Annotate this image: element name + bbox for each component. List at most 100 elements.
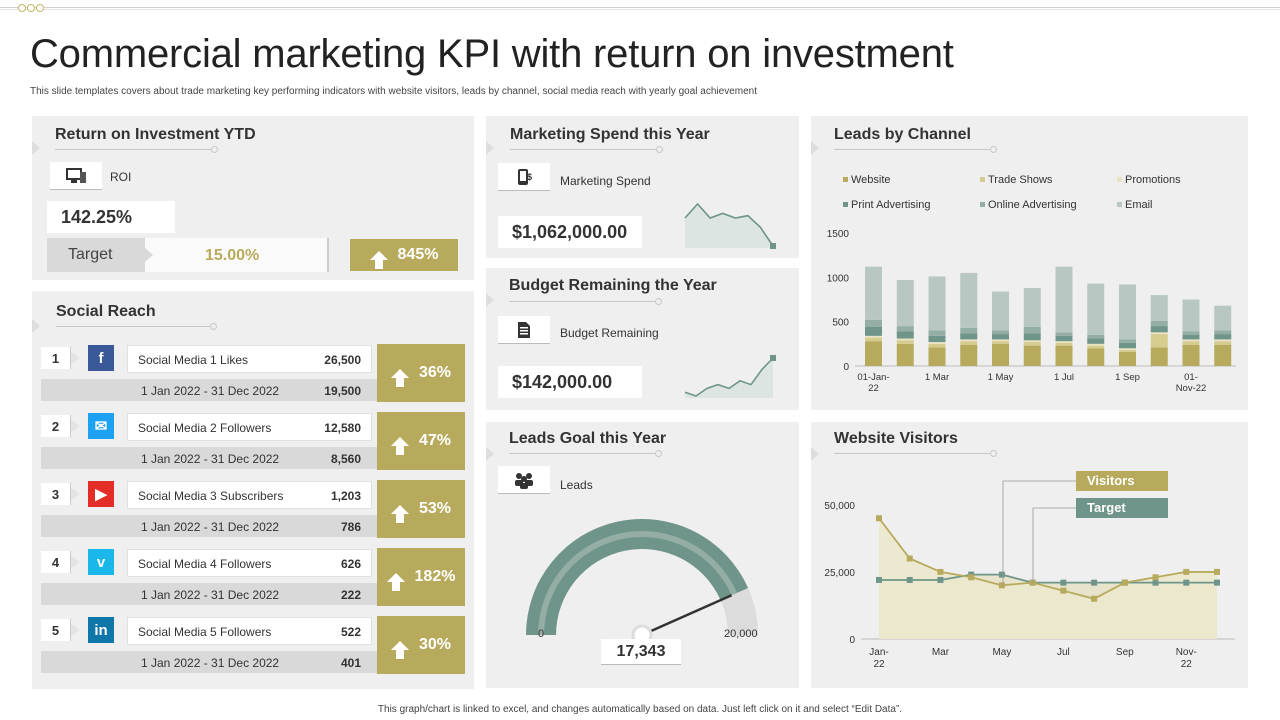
- leads-label: Leads: [560, 478, 593, 492]
- legend-box: [1076, 498, 1168, 518]
- bar-segment: [960, 272, 978, 328]
- x-tick-label: 22: [868, 383, 879, 394]
- bar-segment: [1182, 331, 1200, 335]
- legend-label: Target: [1087, 500, 1126, 515]
- page-subtitle: This slide templates covers about trade …: [30, 86, 758, 97]
- arrow-up-icon: [390, 436, 409, 455]
- bar-segment: [1182, 299, 1200, 332]
- twitter-icon[interactable]: ✉: [88, 413, 114, 439]
- legend-box: [1076, 471, 1168, 491]
- spend-sparkline: [684, 202, 776, 249]
- social-period-row: 1 Jan 2022 - 31 Dec 2022 222: [41, 583, 377, 605]
- x-tick-label: Jan-: [869, 647, 888, 658]
- spend-value: $1,062,000.00: [498, 216, 642, 248]
- bar-segment: [896, 340, 914, 344]
- bar-segment: [1023, 342, 1041, 346]
- bar-segment: [1087, 345, 1105, 349]
- y-tick-label: 0: [849, 635, 855, 646]
- data-point: [998, 571, 1005, 578]
- social-growth-value: 182%: [414, 568, 456, 585]
- legend-label: Email: [1125, 199, 1153, 211]
- data-point: [1214, 579, 1220, 586]
- social-metric-row: Social Media 4 Followers 626: [127, 549, 372, 577]
- footnote: This graph/chart is linked to excel, and…: [377, 704, 903, 715]
- vimeo-icon[interactable]: v: [88, 549, 114, 575]
- bar-segment: [992, 339, 1009, 342]
- panel-marker: [811, 141, 819, 155]
- data-point: [1152, 579, 1159, 586]
- bar-segment: [865, 326, 882, 336]
- bar-segment: [960, 341, 978, 345]
- bar-segment: [1119, 342, 1136, 349]
- social-period-date: 1 Jan 2022 - 31 Dec 2022: [141, 520, 280, 534]
- youtube-icon[interactable]: ▶: [88, 481, 114, 507]
- legend-swatch: [843, 202, 848, 207]
- sparkline-area: [685, 358, 773, 398]
- social-metric-name: Social Media 4 Followers: [138, 557, 272, 571]
- y-tick-label: 50,000: [824, 501, 855, 512]
- linkedin-icon[interactable]: in: [88, 617, 114, 643]
- target-label: Target: [47, 238, 145, 272]
- y-tick-label: 0: [843, 362, 849, 373]
- bar-segment: [1214, 334, 1232, 340]
- bar-segment: [1182, 334, 1200, 340]
- legend-label: Trade Shows: [988, 174, 1053, 186]
- series-line: [879, 573, 1217, 584]
- social-growth-value: 47%: [418, 432, 452, 449]
- bar-segment: [928, 330, 946, 336]
- panel-marker: [486, 447, 494, 461]
- legend-swatch: [1117, 177, 1122, 182]
- data-point: [876, 515, 882, 522]
- legend-swatch: [980, 177, 985, 182]
- spend-title: Marketing Spend this Year: [510, 126, 710, 143]
- data-point: [906, 555, 913, 562]
- row-number: 5: [41, 619, 79, 641]
- data-point: [937, 568, 944, 575]
- social-growth-badge: 53%: [377, 480, 465, 538]
- legend-label: Online Advertising: [988, 199, 1077, 211]
- legend-label: Visitors: [1087, 473, 1134, 488]
- data-point: [998, 582, 1005, 589]
- bar-segment: [992, 341, 1009, 344]
- sparkline-end-point: [770, 243, 776, 249]
- y-tick-label: 1000: [827, 273, 850, 284]
- legend-swatch: [843, 177, 848, 182]
- social-period-value: 19,500: [324, 384, 361, 398]
- y-tick-label: 500: [832, 318, 849, 329]
- bar-segment: [1023, 340, 1041, 343]
- spend-panel: Marketing Spend this Year $ Marketing Sp…: [486, 116, 799, 258]
- gauge-min: 0: [538, 628, 545, 640]
- data-point: [1029, 579, 1036, 586]
- social-metric-value: 522: [340, 625, 361, 639]
- decor-dot: [36, 4, 44, 12]
- document-icon: [498, 316, 550, 344]
- data-point: [876, 576, 882, 583]
- svg-text:$: $: [527, 172, 532, 182]
- social-growth-value: 36%: [418, 364, 452, 381]
- social-growth-badge: 36%: [377, 344, 465, 402]
- x-tick-label: 22: [873, 659, 885, 670]
- title-underline: [509, 298, 662, 305]
- bar-segment: [1150, 295, 1168, 321]
- gauge-max: 20,000: [724, 628, 758, 640]
- bar-segment: [928, 343, 946, 348]
- social-period-value: 786: [340, 520, 361, 534]
- sparkline-end-point: [770, 355, 776, 361]
- data-point: [1152, 574, 1159, 581]
- social-period-date: 1 Jan 2022 - 31 Dec 2022: [141, 588, 280, 602]
- social-growth-value: 53%: [418, 500, 452, 517]
- bar-segment: [1087, 283, 1105, 335]
- row-number: 2: [41, 415, 79, 437]
- panel-marker: [32, 319, 40, 333]
- bar-segment: [992, 330, 1009, 335]
- bar-segment: [1055, 345, 1073, 366]
- social-period-value: 8,560: [330, 452, 361, 466]
- row-number: 3: [41, 483, 79, 505]
- panel-marker: [811, 447, 819, 461]
- facebook-icon[interactable]: f: [88, 345, 114, 371]
- y-tick-label: 1500: [827, 229, 850, 240]
- y-tick-label: 25,000: [824, 568, 855, 579]
- bar-segment: [865, 266, 882, 320]
- row-number: 1: [41, 347, 79, 369]
- bar-segment: [992, 334, 1009, 340]
